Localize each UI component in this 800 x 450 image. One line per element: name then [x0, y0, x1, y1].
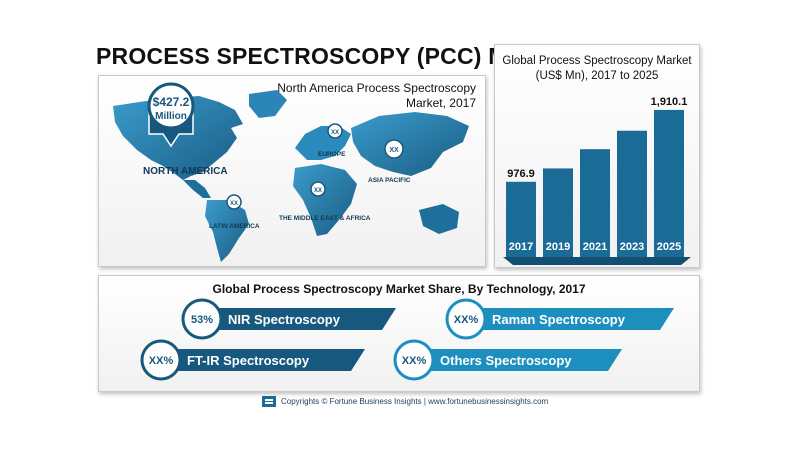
region-label-latin-america: LATIN AMERICA	[209, 223, 260, 230]
technology-share-badge	[393, 339, 435, 381]
region-label-europe: EUROPE	[318, 151, 346, 158]
na-highlight-unit: Million	[155, 111, 187, 122]
technology-share-title: Global Process Spectroscopy Market Share…	[212, 282, 586, 296]
north-america-pin-circle	[147, 82, 195, 130]
x-tick-label: 2025	[657, 241, 681, 253]
x-tick-label: 2017	[509, 241, 533, 253]
x-tick-label: 2021	[583, 241, 607, 253]
europe-marker	[327, 123, 343, 139]
technology-label: Others Spectroscopy	[440, 353, 572, 368]
bar-value-label: 1,910.1	[651, 96, 688, 108]
south-america-shape	[205, 200, 249, 262]
technology-share-value: XX%	[149, 355, 174, 367]
europe-marker-value: XX	[331, 130, 339, 136]
north-america-shape	[113, 96, 243, 180]
bar-2023	[617, 130, 647, 257]
australia-shape	[419, 204, 459, 234]
bar-2017	[506, 181, 536, 257]
technology-share-graphic: 53% NIR Spectroscopy XX% Raman Spectroscopy…	[140, 298, 674, 381]
x-tick-label: 2019	[546, 241, 570, 253]
bar-chart: 2017 976.9 2019 2021 2023 2025 1,910.1	[503, 96, 691, 265]
technology-label: Raman Spectroscopy	[492, 312, 626, 327]
technology-share-value: 53%	[191, 314, 213, 326]
technology-banner	[210, 308, 396, 330]
technology-share-badge	[181, 298, 223, 340]
technology-label: NIR Spectroscopy	[228, 312, 341, 327]
global-market-chart-panel: Global Process Spectroscopy Market (US$ …	[494, 44, 700, 268]
region-label-asia-pacific: ASIA PACIFIC	[368, 177, 411, 184]
latin-america-marker-value: XX	[230, 201, 238, 207]
greenland-shape	[249, 90, 287, 118]
region-label-mea: THE MIDDLE EAST & AFRICA	[279, 215, 371, 222]
bar-2019	[543, 168, 573, 257]
technology-share-badge	[445, 298, 487, 340]
technology-share-value: XX%	[454, 314, 479, 326]
mea-marker-value: XX	[314, 188, 322, 194]
central-america-shape	[183, 180, 211, 198]
bar-2021	[580, 149, 610, 257]
chart-baseline	[503, 257, 691, 265]
footer-text: Copyrights © Fortune Business Insights |…	[281, 397, 549, 406]
fortune-logo-icon	[262, 396, 276, 407]
bar-2025	[654, 109, 684, 257]
technology-share-panel: Global Process Spectroscopy Market Share…	[98, 275, 700, 392]
footer: Copyrights © Fortune Business Insights |…	[262, 396, 548, 407]
asia-shape	[351, 112, 469, 176]
x-tick-label: 2023	[620, 241, 644, 253]
technology-label: FT-IR Spectroscopy	[187, 353, 310, 368]
technology-banner	[169, 349, 365, 371]
latin-america-marker	[226, 194, 242, 210]
map-title: North America Process Spectroscopy Marke…	[277, 81, 476, 110]
technology-banner	[474, 308, 674, 330]
world-map: $427.2 Million NORTH AMERICA XX EUROPE X…	[113, 82, 469, 262]
technology-banner	[422, 349, 622, 371]
chart-title: Global Process Spectroscopy Market (US$ …	[502, 55, 692, 82]
mea-marker	[310, 181, 326, 197]
africa-shape	[293, 164, 357, 236]
asia-pacific-marker-value: XX	[389, 147, 399, 154]
technology-share-value: XX%	[402, 355, 427, 367]
bar-value-label: 976.9	[507, 168, 535, 180]
technology-share-badge	[140, 339, 182, 381]
asia-pacific-marker	[384, 139, 404, 159]
na-highlight-value: $427.2	[153, 95, 190, 109]
region-label-north-america: NORTH AMERICA	[143, 166, 228, 177]
north-america-map-panel: North America Process Spectroscopy Marke…	[98, 75, 486, 267]
